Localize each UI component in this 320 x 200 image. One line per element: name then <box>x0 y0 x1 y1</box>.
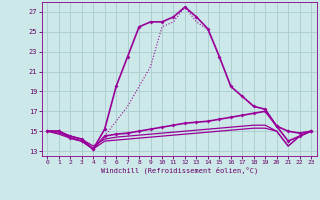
X-axis label: Windchill (Refroidissement éolien,°C): Windchill (Refroidissement éolien,°C) <box>100 167 258 174</box>
